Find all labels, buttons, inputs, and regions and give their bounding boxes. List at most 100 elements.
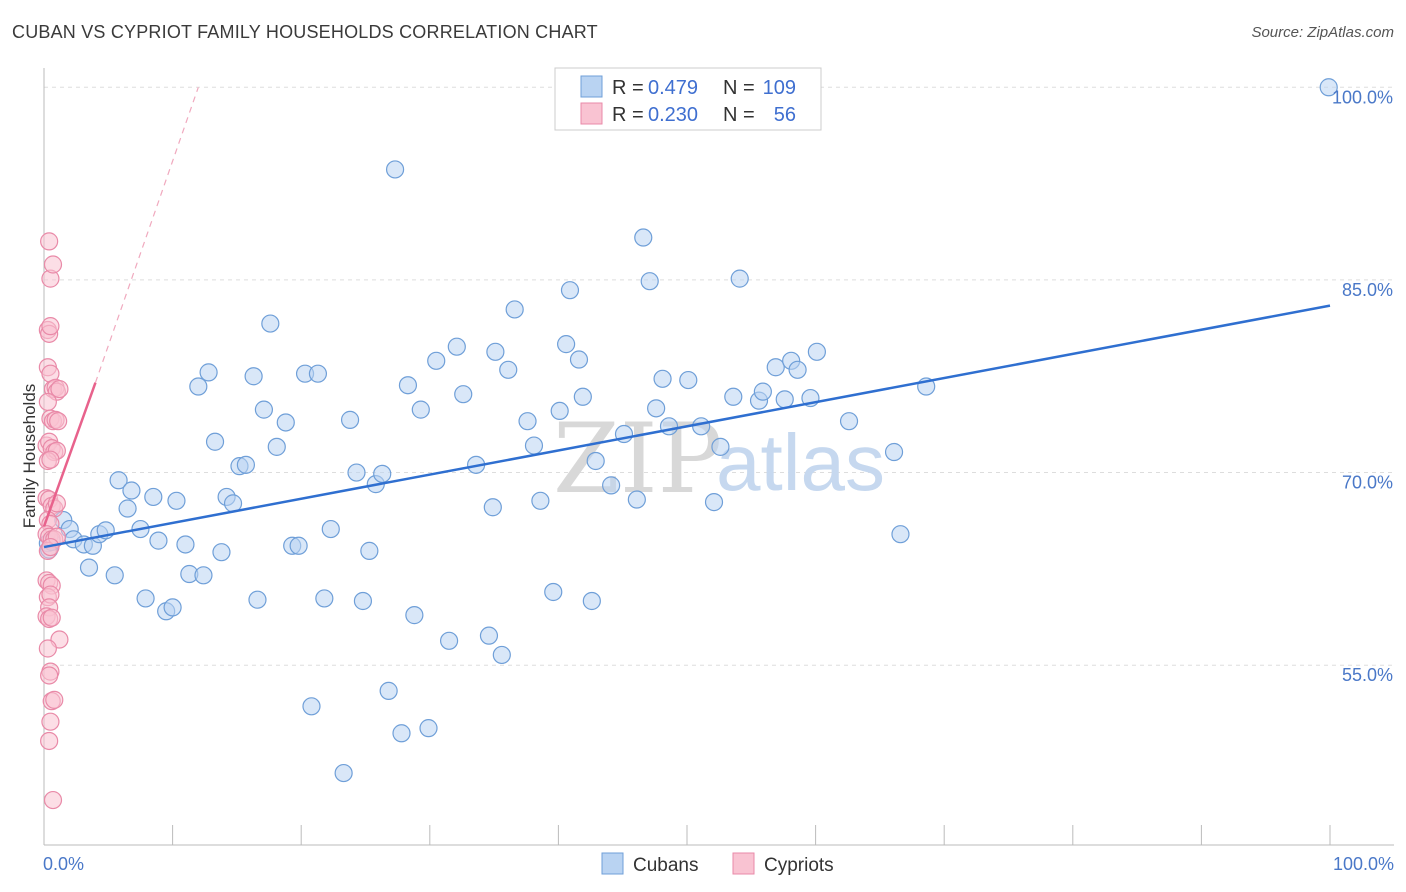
cypriots-point-55 <box>43 790 63 810</box>
cubans-point-56 <box>398 376 418 395</box>
series-legend-swatch-cypriots <box>732 852 755 875</box>
cubans-point-92 <box>704 492 724 512</box>
cubans-point-11 <box>105 566 124 585</box>
cubans-point-75 <box>550 401 569 421</box>
cubans-point-42 <box>302 697 321 716</box>
cubans-point-101 <box>788 360 807 379</box>
cubans-point-57 <box>405 606 424 625</box>
trend-lines <box>42 304 1331 549</box>
x-tick-label-left: 0.0% <box>43 854 84 874</box>
cypriots-point-53 <box>41 712 60 731</box>
stats-legend: R = 0.479 N = 109 R = 0.230 N = 56 <box>554 67 822 131</box>
cubans-point-108 <box>1319 78 1338 97</box>
legend-n-label-cubans: N = <box>723 77 755 99</box>
cubans-point-25 <box>194 566 213 585</box>
cypriots-trend-line <box>42 382 97 527</box>
cubans-point-76 <box>557 335 576 354</box>
cubans-point-106 <box>891 525 910 544</box>
cubans-point-60 <box>427 351 446 370</box>
cubans-point-53 <box>379 681 398 700</box>
cubans-trend-line <box>43 304 1331 549</box>
legend-n-value-cypriots: 56 <box>774 104 796 126</box>
cubans-point-82 <box>602 476 621 495</box>
cubans-point-97 <box>753 382 772 401</box>
cubans-point-17 <box>144 487 163 507</box>
cypriots-point-23 <box>41 450 60 469</box>
cubans-point-49 <box>353 591 373 611</box>
cubans-point-14 <box>122 481 141 500</box>
x-tick-label-right: 100.0% <box>1333 854 1394 874</box>
cubans-point-44 <box>315 589 334 608</box>
cypriots-point-12 <box>38 392 57 412</box>
cubans-points <box>38 78 1338 783</box>
cubans-point-43 <box>308 364 328 383</box>
cubans-point-36 <box>261 314 280 333</box>
cypriots-trend-extension <box>94 87 199 383</box>
cypriots-point-46 <box>42 608 61 627</box>
cubans-point-88 <box>653 369 672 388</box>
cypriots-point-0 <box>40 232 59 251</box>
cubans-point-81 <box>586 451 605 471</box>
cubans-point-71 <box>518 412 537 431</box>
cubans-point-65 <box>479 626 499 645</box>
cypriots-point-48 <box>38 639 57 658</box>
cubans-point-20 <box>163 598 182 617</box>
cubans-point-67 <box>486 342 505 361</box>
cubans-point-7 <box>79 558 99 577</box>
cubans-point-27 <box>205 432 225 451</box>
cypriots-point-16 <box>49 412 68 431</box>
series-legend-label-cypriots: Cypriots <box>764 855 834 876</box>
cubans-point-90 <box>679 370 698 390</box>
chart-title: CUBAN VS CYPRIOT FAMILY HOUSEHOLDS CORRE… <box>12 22 598 42</box>
cubans-point-70 <box>505 300 524 319</box>
cubans-point-74 <box>544 582 563 602</box>
cubans-point-69 <box>499 360 518 379</box>
cubans-point-66 <box>483 498 502 517</box>
cubans-point-73 <box>531 491 550 510</box>
cubans-point-77 <box>560 281 580 300</box>
cypriots-point-5 <box>41 317 60 336</box>
cubans-point-68 <box>492 645 511 665</box>
cubans-point-45 <box>321 519 340 539</box>
cubans-point-93 <box>711 437 730 456</box>
cubans-point-99 <box>775 390 794 409</box>
cubans-point-104 <box>839 412 859 431</box>
legend-n-label-cypriots: N = <box>723 104 755 126</box>
cubans-point-40 <box>289 536 308 555</box>
cubans-point-98 <box>766 358 785 377</box>
cypriots-point-2 <box>43 255 63 274</box>
legend-swatch-cubans <box>580 75 603 98</box>
cubans-point-84 <box>627 490 646 509</box>
cubans-point-103 <box>807 342 826 361</box>
cypriots-point-52 <box>45 690 64 709</box>
cubans-point-72 <box>524 436 544 455</box>
cypriots-point-50 <box>40 666 59 685</box>
cubans-point-61 <box>439 631 459 650</box>
legend-r-value-cubans: 0.479 <box>648 77 698 99</box>
cubans-point-47 <box>340 410 360 429</box>
cubans-point-59 <box>419 719 438 738</box>
cubans-point-54 <box>385 160 405 179</box>
cubans-point-91 <box>692 417 711 436</box>
cubans-point-63 <box>454 385 473 404</box>
series-legend: Cubans Cypriots <box>601 852 834 876</box>
cubans-point-94 <box>724 387 743 406</box>
cubans-point-22 <box>176 535 195 554</box>
cubans-point-21 <box>167 491 186 510</box>
cubans-point-52 <box>373 464 392 483</box>
cubans-point-85 <box>634 228 653 247</box>
cubans-point-35 <box>254 400 274 419</box>
cubans-point-62 <box>447 337 466 356</box>
cubans-point-78 <box>569 350 589 369</box>
y-tick-label-2: 70.0% <box>1342 473 1393 493</box>
cubans-point-86 <box>640 272 659 291</box>
cubans-point-16 <box>136 589 155 608</box>
cubans-point-38 <box>276 413 295 432</box>
cypriots-point-11 <box>50 379 69 399</box>
cubans-point-28 <box>212 543 231 562</box>
cubans-point-80 <box>582 591 601 611</box>
legend-n-value-cubans: 109 <box>763 77 796 99</box>
y-tick-label-0: 100.0% <box>1332 87 1393 107</box>
y-tick-label-3: 55.0% <box>1342 665 1393 685</box>
y-axis-label: Family Households <box>20 384 39 529</box>
